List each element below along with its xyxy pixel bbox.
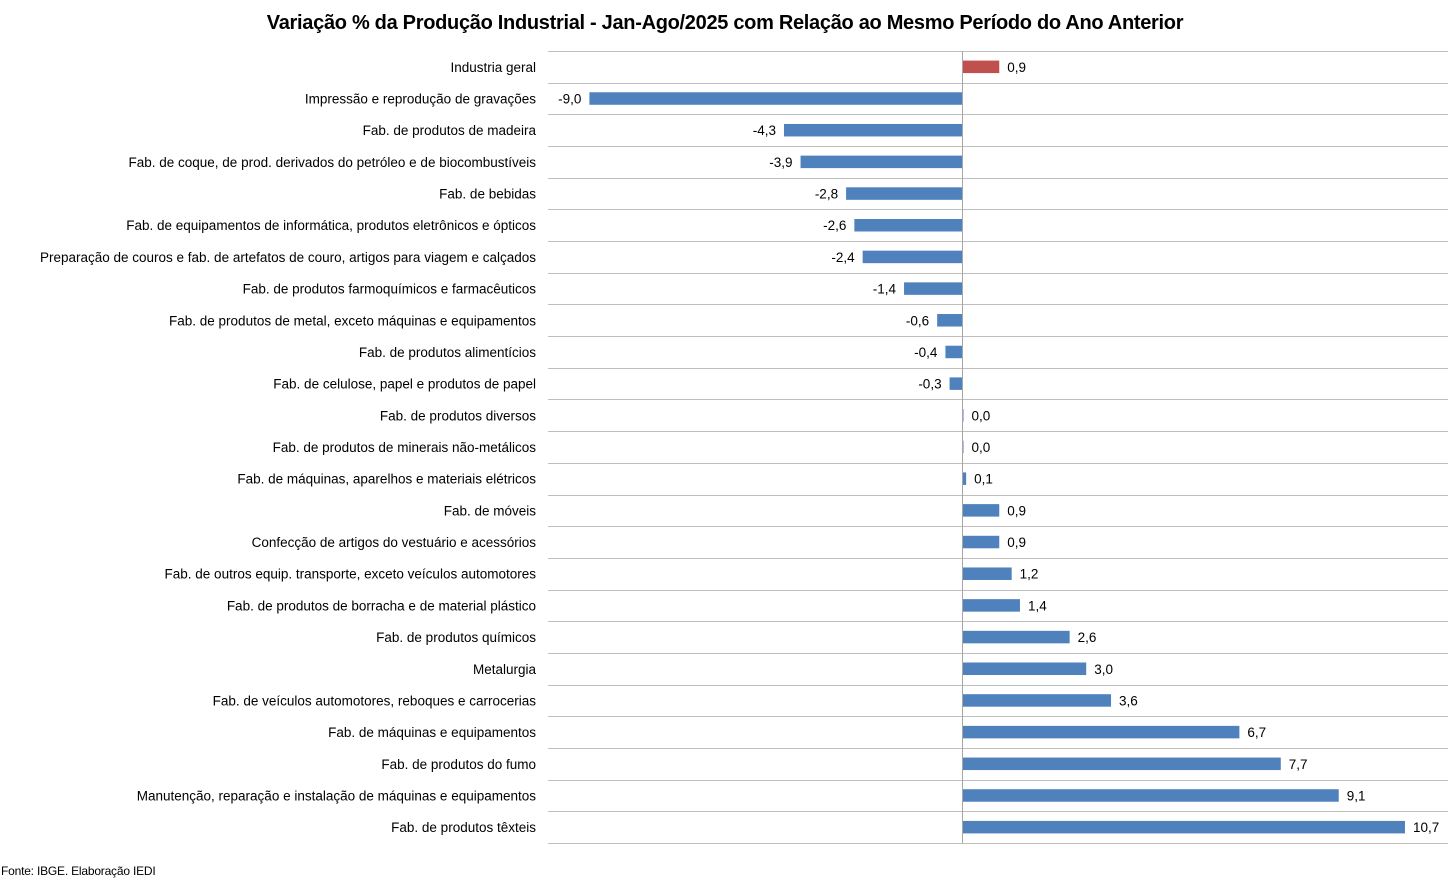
category-label: Confecção de artigos do vestuário e aces…: [252, 535, 537, 550]
bar: [962, 725, 1240, 739]
category-label: Fab. de produtos do fumo: [381, 757, 536, 772]
category-label: Preparação de couros e fab. de artefatos…: [40, 250, 536, 265]
data-labels: 0,9 -9,0 -4,3 -3,9 -2,8 -2,6 -2,4 -1,4 -0,6 -0,4 -…: [558, 60, 1439, 835]
chart-title: Variação % da Produção Industrial - Jan-…: [266, 12, 1184, 34]
category-label: Fab. de veículos automotores, reboques e…: [213, 693, 537, 708]
data-label: 7,7: [1289, 757, 1308, 772]
category-label: Fab. de produtos alimentícios: [359, 345, 536, 360]
data-label: -2,4: [831, 250, 855, 265]
bar: [862, 250, 962, 264]
data-label: -2,6: [823, 218, 846, 233]
data-label: 0,9: [1007, 60, 1026, 75]
data-label: -1,4: [873, 282, 897, 297]
bar: [945, 345, 962, 359]
category-label: Fab. de produtos farmoquímicos e farmacê…: [243, 282, 537, 297]
bar: [962, 599, 1020, 612]
category-label: Fab. de móveis: [444, 503, 537, 518]
data-label: 0,0: [972, 408, 991, 423]
bar: [962, 472, 967, 485]
category-label: Fab. de máquinas, aparelhos e materiais …: [237, 472, 536, 487]
category-label: Fab. de equipamentos de informática, pro…: [126, 218, 536, 233]
data-label: 1,2: [1020, 567, 1039, 582]
bar: [854, 218, 962, 232]
category-label: Fab. de bebidas: [439, 187, 536, 202]
bar: [962, 60, 1000, 74]
category-label: Fab. de produtos químicos: [376, 630, 536, 645]
data-label: 0,9: [1007, 503, 1026, 518]
data-label: 10,7: [1413, 820, 1439, 835]
bar: [846, 187, 962, 200]
category-label: Industria geral: [450, 60, 536, 75]
data-label: -0,4: [914, 345, 938, 360]
data-label: -0,6: [906, 313, 929, 328]
bar: [962, 757, 1281, 771]
data-label: 0,1: [974, 472, 993, 487]
data-label: -9,0: [558, 92, 581, 107]
source-note: Fonte: IBGE. Elaboração IEDI: [1, 864, 156, 878]
data-label: 1,4: [1028, 598, 1047, 613]
category-label: Fab. de produtos têxteis: [391, 820, 536, 835]
data-label: 0,0: [972, 440, 991, 455]
data-label: 9,1: [1347, 788, 1366, 803]
bar: [962, 662, 1087, 676]
bar: [800, 155, 962, 169]
bar: [949, 377, 962, 390]
category-label: Fab. de produtos diversos: [380, 408, 536, 423]
category-label: Fab. de coque, de prod. derivados do pet…: [128, 155, 536, 170]
bar: [962, 535, 1000, 549]
category-label: Fab. de outros equip. transporte, exceto…: [165, 567, 537, 582]
bar: [962, 504, 1000, 517]
category-label: Fab. de produtos de borracha e de materi…: [227, 598, 536, 613]
bars: [589, 60, 1405, 834]
data-label: 6,7: [1247, 725, 1266, 740]
data-label: 3,0: [1094, 662, 1113, 677]
category-label: Manutenção, reparação e instalação de má…: [137, 788, 537, 803]
category-label: Metalurgia: [473, 662, 537, 677]
data-label: -0,3: [918, 377, 941, 392]
bar: [937, 314, 962, 327]
bar: [962, 567, 1012, 580]
data-label: -2,8: [815, 187, 838, 202]
bar: [962, 789, 1339, 802]
data-label: -3,9: [769, 155, 792, 170]
category-label: Fab. de produtos de madeira: [363, 123, 537, 138]
category-label: Fab. de produtos de metal, exceto máquin…: [169, 313, 536, 328]
category-label: Impressão e reprodução de gravações: [305, 92, 536, 107]
category-label: Fab. de celulose, papel e produtos de pa…: [273, 377, 536, 392]
bar: [589, 92, 962, 105]
category-labels: Industria geral Impressão e reprodução de…: [40, 60, 537, 835]
bar: [962, 694, 1112, 707]
bar: [962, 630, 1070, 644]
data-label: -4,3: [753, 123, 776, 138]
data-label: 0,9: [1007, 535, 1026, 550]
bar: [783, 123, 962, 137]
category-label: Fab. de máquinas e equipamentos: [328, 725, 536, 740]
bar: [962, 820, 1405, 834]
category-label: Fab. de produtos de minerais não-metálic…: [273, 440, 537, 455]
gridlines: [548, 51, 1448, 844]
data-label: 3,6: [1119, 693, 1138, 708]
data-label: 2,6: [1078, 630, 1097, 645]
bar: [904, 282, 962, 295]
